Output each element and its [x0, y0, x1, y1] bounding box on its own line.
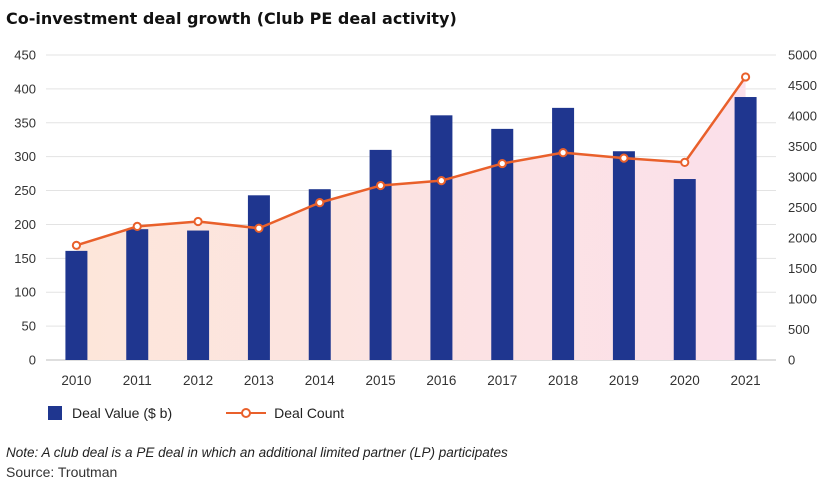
y-left-tick-400: 400: [14, 81, 36, 96]
bar-2020: [673, 179, 696, 360]
y-left-tick-0: 0: [29, 353, 36, 368]
y-right-tick-4000: 4000: [788, 109, 817, 124]
y-right-tick-2000: 2000: [788, 231, 817, 246]
y-right-tick-2500: 2500: [788, 200, 817, 215]
y-left-tick-250: 250: [14, 183, 36, 198]
y-right-tick-4500: 4500: [788, 78, 817, 93]
point-2015: [375, 180, 386, 191]
y-right-tick-5000: 5000: [788, 48, 817, 63]
x-tick-2014: 2014: [305, 373, 336, 388]
legend: Deal Value ($ b) Deal Count: [48, 405, 398, 421]
x-tick-2020: 2020: [670, 373, 700, 388]
x-tick-2019: 2019: [609, 373, 639, 388]
chart-note: Note: A club deal is a PE deal in which …: [6, 445, 508, 460]
bar-2016: [430, 115, 453, 360]
legend-label-deal-count: Deal Count: [274, 405, 345, 421]
deal-value-bars: [65, 97, 757, 361]
deal-count-points: [71, 72, 751, 250]
point-2020: [680, 157, 690, 167]
x-tick-2010: 2010: [61, 373, 91, 388]
bar-2017: [491, 128, 514, 360]
y-left-tick-200: 200: [14, 217, 36, 232]
x-tick-2017: 2017: [487, 373, 517, 388]
bar-2014: [308, 189, 331, 360]
bar-2010: [65, 250, 88, 360]
y-right-tick-0: 0: [788, 353, 795, 368]
point-2011: [132, 221, 142, 232]
chart-title: Co-investment deal growth (Club PE deal …: [6, 9, 457, 28]
point-2014: [315, 198, 325, 208]
legend-item-deal-value: Deal Value ($ b): [48, 405, 172, 421]
bar-2012: [187, 230, 210, 360]
point-2013: [254, 223, 264, 233]
bar-2011: [126, 229, 149, 360]
x-tick-labels: 2010 2011 2012 2013 2014 2015 2016 2017 2018 2019…: [61, 373, 760, 388]
bar-2013: [247, 195, 270, 360]
chart-plot: 0 50 100 150 200 250 300 350 400 450 0 500 1000 1500…: [14, 48, 817, 389]
deal-count-polyline: [76, 76, 747, 247]
y-right-tick-1000: 1000: [788, 292, 817, 307]
point-2010: [71, 240, 82, 250]
bar-2018: [552, 107, 575, 360]
point-2012: [193, 216, 203, 227]
y-left-tick-50: 50: [22, 319, 36, 334]
deal-count-area-fill: [76, 76, 746, 361]
legend-bar-swatch: [48, 406, 62, 420]
legend-line-swatch: [226, 406, 267, 420]
bar-2021: [734, 97, 757, 361]
bar-2015: [369, 149, 392, 360]
y-right-tick-3000: 3000: [788, 170, 817, 185]
y-left-tick-450: 450: [14, 48, 36, 63]
y-right-tick-1500: 1500: [788, 261, 817, 276]
y-right-tick-500: 500: [788, 322, 810, 337]
bar-2019: [612, 151, 635, 360]
legend-label-deal-value: Deal Value ($ b): [72, 405, 173, 421]
point-2016: [436, 176, 447, 186]
point-2021: [740, 72, 751, 82]
legend-item-deal-count: Deal Count: [226, 405, 344, 421]
y-left-tick-100: 100: [14, 285, 36, 300]
chart-source: Source: Troutman: [6, 464, 118, 480]
point-2019: [619, 153, 629, 163]
x-tick-2018: 2018: [548, 373, 578, 388]
x-tick-2012: 2012: [183, 373, 213, 388]
x-tick-2021: 2021: [731, 373, 761, 388]
deal-count-area: [76, 76, 746, 361]
y-left-tick-labels: 0 50 100 150 200 250 300 350 400 450: [14, 48, 36, 368]
point-2017: [497, 158, 507, 169]
y-right-tick-3500: 3500: [788, 139, 817, 154]
deal-count-line: [76, 76, 747, 247]
y-right-tick-labels: 0 500 1000 1500 2000 2500 3000 3500 4000 4500 5000: [788, 48, 817, 368]
x-tick-2015: 2015: [366, 373, 396, 388]
point-2018: [558, 148, 568, 158]
x-tick-2016: 2016: [426, 373, 456, 388]
y-left-tick-300: 300: [14, 149, 36, 164]
x-tick-2013: 2013: [244, 373, 274, 388]
x-tick-2011: 2011: [123, 373, 152, 388]
y-left-tick-350: 350: [14, 115, 36, 130]
y-left-tick-150: 150: [14, 251, 36, 266]
